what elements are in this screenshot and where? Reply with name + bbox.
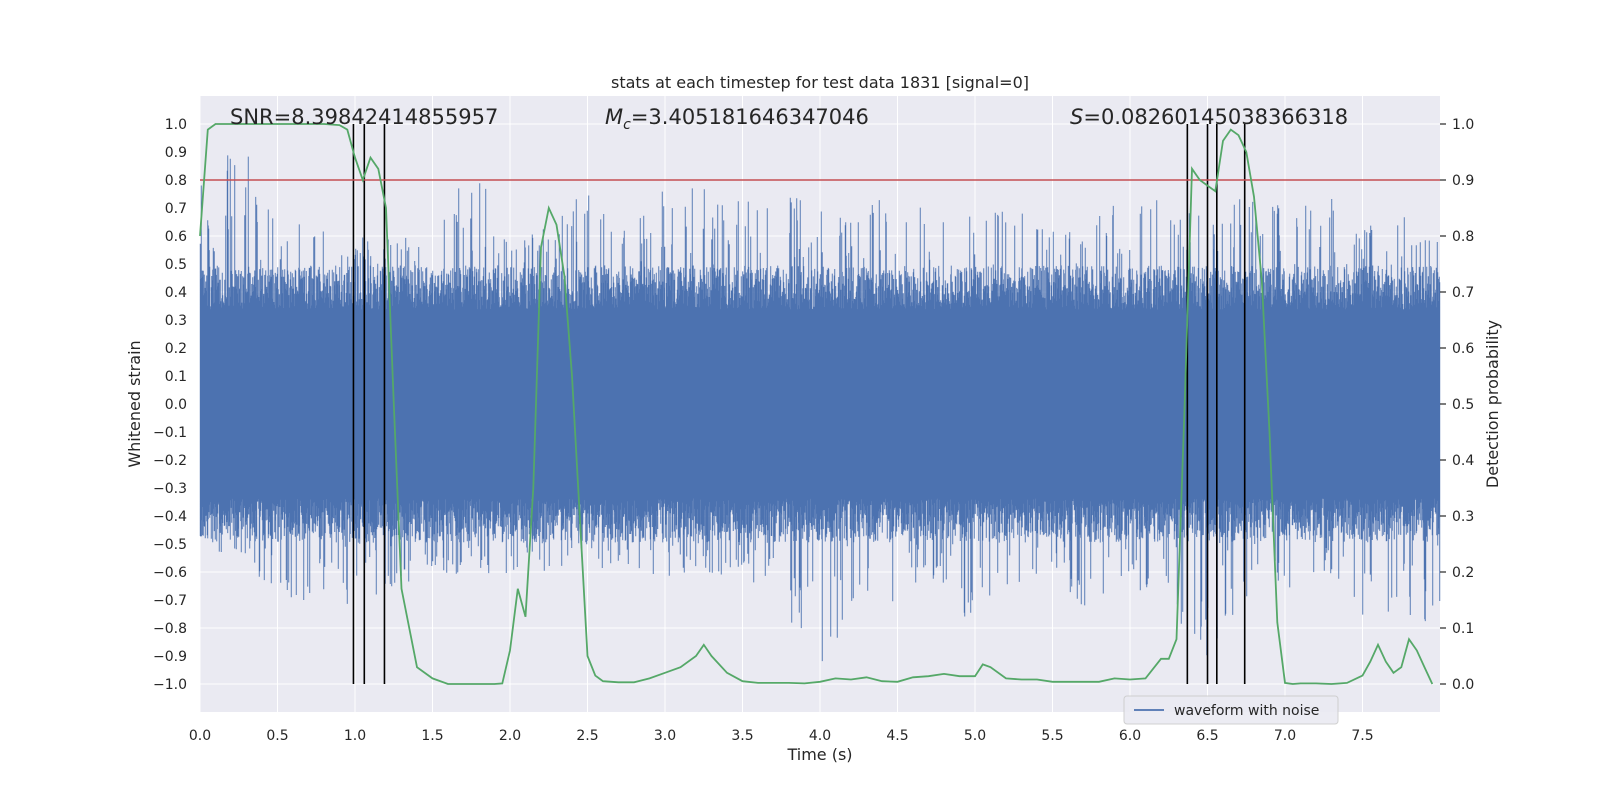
x-tick-label: 4.5 bbox=[886, 728, 908, 744]
y-tick-label: 0.9 bbox=[165, 145, 187, 161]
y-tick-label: 0.0 bbox=[165, 397, 187, 413]
y-tick-label: 0.7 bbox=[165, 201, 187, 217]
x-axis-label: Time (s) bbox=[786, 745, 852, 764]
x-tick-label: 1.0 bbox=[344, 728, 366, 744]
y2-tick-label: 0.7 bbox=[1452, 285, 1474, 301]
y-tick-label: 0.2 bbox=[165, 341, 187, 357]
x-tick-label: 0.0 bbox=[189, 728, 211, 744]
y-tick-label: 0.4 bbox=[165, 285, 187, 301]
s-value: =0.08260145038366318 bbox=[1083, 105, 1348, 129]
y-tick-label: −1.0 bbox=[153, 677, 187, 693]
chirp-mass-subscript: c bbox=[623, 117, 631, 133]
y2-tick-label: 0.8 bbox=[1452, 229, 1474, 245]
legend-label: waveform with noise bbox=[1174, 703, 1319, 719]
snr-annotation: SNR=8.39842414855957 bbox=[230, 105, 498, 129]
chirp-mass-annotation: Mc=3.405181646347046 bbox=[605, 105, 869, 133]
waveform-series bbox=[199, 155, 1441, 662]
vertical-markers bbox=[352, 124, 1246, 684]
y-tick-label: −0.9 bbox=[153, 649, 187, 665]
x-tick-label: 1.5 bbox=[421, 728, 443, 744]
y-tick-label: 0.5 bbox=[165, 257, 187, 273]
y2-tick-label: 0.3 bbox=[1452, 509, 1474, 525]
legend: waveform with noise bbox=[1123, 695, 1339, 725]
x-tick-label: 6.0 bbox=[1119, 728, 1141, 744]
y-tick-label: −0.1 bbox=[153, 425, 187, 441]
x-tick-label: 5.5 bbox=[1041, 728, 1063, 744]
y-tick-label: −0.2 bbox=[153, 453, 187, 469]
y2-tick-label: 0.1 bbox=[1452, 621, 1474, 637]
y-tick-label: 0.3 bbox=[165, 313, 187, 329]
x-tick-label: 5.0 bbox=[964, 728, 986, 744]
y2-tick-label: 0.9 bbox=[1452, 173, 1474, 189]
y-axis-ticks: 1.0 0.9 0.8 0.7 0.6 0.5 0.4 0.3 0.2 0.1 0.0 −0.1 −0.… bbox=[153, 117, 187, 693]
x-tick-label: 7.5 bbox=[1351, 728, 1373, 744]
x-tick-label: 7.0 bbox=[1274, 728, 1296, 744]
legend-box bbox=[1123, 695, 1339, 725]
waveform-line bbox=[199, 155, 1441, 662]
y-tick-label: −0.3 bbox=[153, 481, 187, 497]
y2-tick-label: 0.6 bbox=[1452, 341, 1474, 357]
y2-tick-label: 0.5 bbox=[1452, 397, 1474, 413]
chirp-mass-value: =3.405181646347046 bbox=[631, 105, 869, 129]
s-symbol: S bbox=[1070, 105, 1083, 129]
probability-series bbox=[199, 123, 1434, 685]
y2-tick-label: 0.2 bbox=[1452, 565, 1474, 581]
chart-title: stats at each timestep for test data 183… bbox=[611, 73, 1029, 92]
y2-axis-ticks: 1.0 0.9 0.8 0.7 0.6 0.5 0.4 0.3 0.2 0.1 0.0 bbox=[1440, 117, 1474, 693]
x-tick-label: 2.0 bbox=[499, 728, 521, 744]
y2-tick-label: 1.0 bbox=[1452, 117, 1474, 133]
y-tick-label: 0.1 bbox=[165, 369, 187, 385]
x-tick-label: 0.5 bbox=[266, 728, 288, 744]
probability-line bbox=[199, 123, 1434, 685]
x-tick-label: 6.5 bbox=[1196, 728, 1218, 744]
y2-tick-label: 0.4 bbox=[1452, 453, 1474, 469]
y-tick-label: 0.8 bbox=[165, 173, 187, 189]
y-tick-label: −0.5 bbox=[153, 537, 187, 553]
y-tick-label: −0.6 bbox=[153, 565, 187, 581]
y-tick-label: 0.6 bbox=[165, 229, 187, 245]
y2-tick-label: 0.0 bbox=[1452, 677, 1474, 693]
y2-axis-label: Detection probability bbox=[1483, 320, 1502, 488]
y-axis-label: Whitened strain bbox=[125, 340, 144, 467]
x-axis-ticks: 0.0 0.5 1.0 1.5 2.0 2.5 3.0 3.5 4.0 4.5 5.0 5.5 6.0 6… bbox=[189, 728, 1374, 744]
x-tick-label: 4.0 bbox=[809, 728, 831, 744]
y-tick-label: 1.0 bbox=[165, 117, 187, 133]
y-tick-label: −0.7 bbox=[153, 593, 187, 609]
x-tick-label: 3.5 bbox=[731, 728, 753, 744]
chirp-mass-symbol: M bbox=[605, 105, 623, 129]
s-annotation: S=0.08260145038366318 bbox=[1070, 105, 1348, 129]
x-tick-label: 2.5 bbox=[576, 728, 598, 744]
x-tick-label: 3.0 bbox=[654, 728, 676, 744]
y-tick-label: −0.4 bbox=[153, 509, 187, 525]
y-tick-label: −0.8 bbox=[153, 621, 187, 637]
